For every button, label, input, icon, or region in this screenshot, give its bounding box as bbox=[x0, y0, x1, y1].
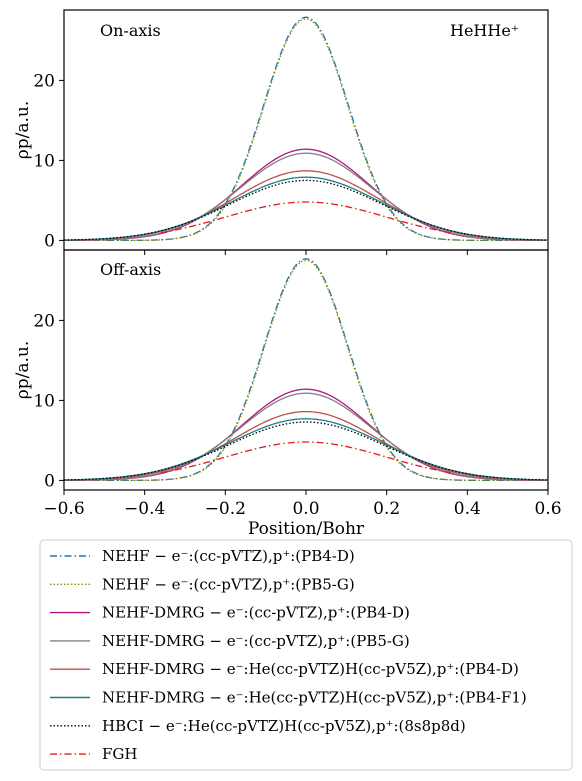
off-axis-ticks: 0 10 20 −0.6 −0.4 −0.2 0.0 0.2 0.4 0.6 bbox=[33, 311, 561, 519]
on-axis-y-tick-label: 10 bbox=[33, 151, 55, 171]
legend-label-6: HBCI − e⁻:He(cc-pVTZ)H(cc-pV5Z),p⁺:(8s8p… bbox=[102, 717, 466, 735]
off-axis-y-tick-label: 10 bbox=[33, 391, 55, 411]
on-axis-label: On-axis bbox=[100, 21, 161, 40]
x-axis-title: Position/Bohr bbox=[248, 519, 365, 539]
off-axis-label: Off-axis bbox=[100, 260, 161, 279]
on-axis-series-2 bbox=[63, 148, 549, 241]
legend-label-2: NEHF-DMRG − e⁻:(cc-pVTZ),p⁺:(PB4-D) bbox=[102, 604, 410, 622]
on-axis-series-0 bbox=[64, 16, 548, 242]
on-axis-y-tick-label: 20 bbox=[33, 71, 55, 91]
x-tick-label: 0.0 bbox=[292, 499, 319, 519]
legend: NEHF − e⁻:(cc-pVTZ),p⁺:(PB4-D) NEHF − e⁻:… bbox=[39, 539, 573, 771]
off-axis-series-1 bbox=[64, 259, 548, 482]
off-axis-y-tick-label: 20 bbox=[33, 311, 55, 331]
off-axis-panel: Off-axis ρp/a.u. Position/Bohr 0 10 20 −0.6… bbox=[13, 249, 562, 539]
x-tick-label: −0.4 bbox=[124, 499, 165, 519]
on-axis-plot-frame bbox=[63, 9, 549, 251]
legend-items: NEHF − e⁻:(cc-pVTZ),p⁺:(PB4-D) NEHF − e⁻:… bbox=[50, 547, 527, 763]
x-tick-label: −0.6 bbox=[43, 499, 84, 519]
legend-label-1: NEHF − e⁻:(cc-pVTZ),p⁺:(PB5-G) bbox=[102, 575, 355, 593]
legend-label-3: NEHF-DMRG − e⁻:(cc-pVTZ),p⁺:(PB5-G) bbox=[102, 632, 410, 650]
off-axis-series-7 bbox=[160, 441, 452, 474]
on-axis-y-axis-title: ρp/a.u. bbox=[13, 101, 33, 160]
legend-label-7: FGH bbox=[102, 745, 137, 763]
on-axis-curves bbox=[63, 16, 549, 242]
x-tick-label: −0.2 bbox=[205, 499, 246, 519]
on-axis-y-tick-label: 0 bbox=[44, 231, 55, 251]
off-axis-series-4 bbox=[63, 410, 549, 481]
off-axis-y-axis-title: ρp/a.u. bbox=[13, 341, 33, 400]
x-tick-label: 0.6 bbox=[534, 499, 561, 519]
on-axis-panel: On-axis HeHHe⁺ ρp/a.u. 0 10 20 bbox=[13, 9, 549, 255]
off-axis-plot-frame bbox=[63, 249, 549, 491]
legend-label-4: NEHF-DMRG − e⁻:He(cc-pVTZ)H(cc-pV5Z),p⁺:… bbox=[102, 660, 519, 678]
legend-frame bbox=[39, 539, 573, 771]
on-axis-series-1 bbox=[64, 18, 548, 242]
on-axis-series-6 bbox=[63, 179, 549, 241]
off-axis-series-0 bbox=[64, 258, 548, 482]
molecule-label: HeHHe⁺ bbox=[450, 21, 519, 40]
off-axis-series-2 bbox=[63, 388, 549, 481]
x-tick-label: 0.2 bbox=[373, 499, 400, 519]
on-axis-series-4 bbox=[63, 170, 549, 241]
on-axis-series-3 bbox=[63, 152, 549, 241]
x-tick-label: 0.4 bbox=[454, 499, 481, 519]
on-axis-series-7 bbox=[160, 201, 452, 234]
on-axis-series-5 bbox=[63, 176, 549, 241]
legend-label-0: NEHF − e⁻:(cc-pVTZ),p⁺:(PB4-D) bbox=[102, 547, 355, 565]
legend-label-5: NEHF-DMRG − e⁻:He(cc-pVTZ)H(cc-pV5Z),p⁺:… bbox=[102, 689, 527, 707]
off-axis-curves bbox=[63, 258, 549, 482]
off-axis-y-tick-label: 0 bbox=[44, 471, 55, 491]
off-axis-series-5 bbox=[63, 418, 549, 481]
on-axis-ticks: 0 10 20 bbox=[33, 71, 549, 255]
off-axis-series-3 bbox=[63, 392, 549, 481]
off-axis-series-6 bbox=[63, 421, 549, 481]
